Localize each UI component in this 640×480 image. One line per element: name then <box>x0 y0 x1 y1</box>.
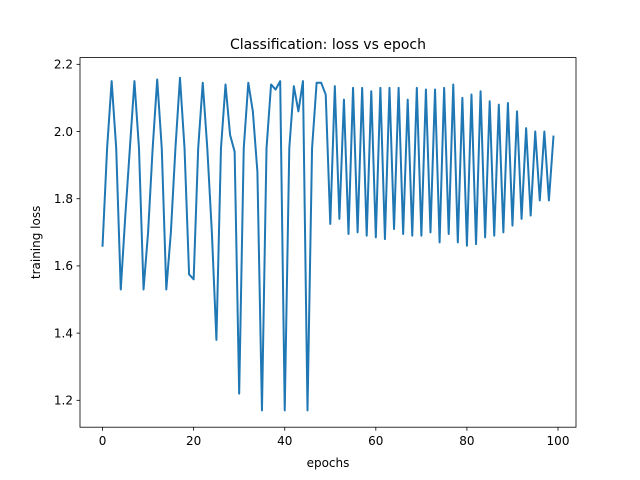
plot-frame <box>79 57 577 428</box>
y-tick-label: 2.0 <box>54 125 73 139</box>
y-tick-label: 1.2 <box>54 394 73 408</box>
x-tick-label: 100 <box>547 434 570 448</box>
x-tick-label: 40 <box>277 434 292 448</box>
x-tick-label: 60 <box>368 434 383 448</box>
series-line-0 <box>101 76 555 412</box>
x-axis: 0 20 40 60 80 100 <box>99 427 570 448</box>
x-tick-label: 20 <box>186 434 201 448</box>
y-tick-label: 1.8 <box>54 192 73 206</box>
y-axis-label: training loss <box>29 206 43 279</box>
x-tick-label: 80 <box>459 434 474 448</box>
y-tick-label: 1.6 <box>54 259 73 273</box>
y-tick-label: 2.2 <box>54 58 73 72</box>
chart-title: Classification: loss vs epoch <box>230 37 426 53</box>
series-layer <box>101 76 555 412</box>
x-axis-label: epochs <box>307 456 350 470</box>
plot-area <box>80 57 576 428</box>
x-tick-label: 0 <box>99 434 107 448</box>
y-tick-label: 1.4 <box>54 326 73 340</box>
y-axis: 1.2 1.4 1.6 1.8 2.0 2.2 <box>54 58 80 408</box>
